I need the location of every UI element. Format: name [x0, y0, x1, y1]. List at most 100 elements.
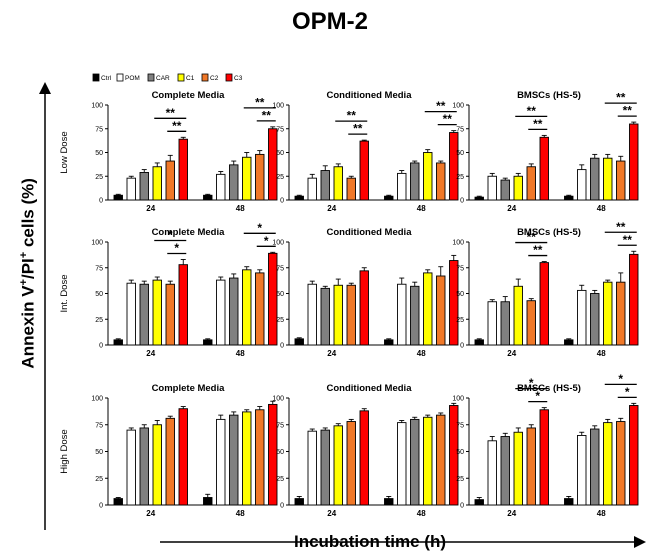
panel-2-2: Conditioned Media 0 25 50 75 100 24 48 [272, 227, 459, 358]
bar-c3-48 [629, 405, 639, 506]
row-label: High Dose [59, 429, 70, 473]
significance-label: * [257, 221, 262, 235]
bar-pom-24 [487, 301, 497, 346]
bar-pom-48 [216, 173, 226, 201]
bar-c3-24 [359, 140, 369, 201]
y-tick-label: 0 [460, 503, 464, 510]
significance-label: ** [443, 112, 453, 126]
bar-c3-48 [629, 253, 639, 346]
x-tick-label: 48 [236, 204, 245, 213]
legend-swatch-ctrl [92, 73, 100, 82]
bar-ctrl-48 [203, 194, 213, 201]
panel-title: Complete Media [152, 383, 226, 394]
y-tick-label: 100 [91, 396, 103, 403]
y-tick-label: 100 [272, 396, 284, 403]
x-tick-label: 48 [417, 204, 426, 213]
bar-car-24 [320, 170, 330, 201]
bar-car-24 [139, 427, 149, 506]
bar-pom-24 [126, 429, 136, 506]
y-tick-label: 25 [95, 317, 103, 324]
bar-c2-24 [165, 417, 175, 506]
bar-c2-48 [436, 162, 446, 201]
figure-title: OPM-2 [291, 8, 368, 35]
y-tick-label: 25 [95, 174, 103, 181]
bar-c2-48 [436, 275, 446, 346]
bar-pom-48 [577, 289, 587, 346]
bar-pom-48 [216, 418, 226, 506]
y-tick-label: 0 [99, 503, 103, 510]
bar-c3-24 [178, 408, 188, 506]
bar-ctrl-48 [203, 339, 213, 346]
bar-c1-24 [152, 279, 162, 346]
bar-car-48 [229, 277, 239, 346]
bar-car-48 [590, 157, 600, 201]
y-tick-label: 25 [456, 174, 464, 181]
panel-title: Conditioned Media [327, 383, 413, 394]
bar-car-24 [139, 283, 149, 346]
bar-c1-24 [513, 175, 523, 201]
y-tick-label: 0 [99, 198, 103, 205]
bar-car-48 [229, 414, 239, 506]
bar-pom-48 [397, 283, 407, 346]
legend-swatch-c3 [225, 73, 233, 82]
legend-label-c1: C1 [186, 75, 195, 82]
bar-pom-24 [126, 177, 136, 201]
bar-pom-24 [126, 282, 136, 346]
bar-pom-48 [577, 169, 587, 201]
row-label: Int. Dose [59, 274, 70, 312]
bar-pom-24 [307, 283, 317, 346]
significance-label: * [168, 228, 173, 242]
x-tick-label: 24 [507, 349, 516, 358]
bar-c2-24 [346, 284, 356, 346]
bar-ctrl-48 [564, 498, 574, 506]
x-tick-label: 48 [236, 509, 245, 518]
y-tick-label: 25 [276, 317, 284, 324]
y-tick-label: 75 [95, 265, 103, 272]
y-tick-label: 0 [99, 343, 103, 350]
bar-pom-48 [577, 435, 587, 506]
legend-swatch-pom [116, 73, 124, 82]
bar-pom-24 [307, 430, 317, 506]
bar-c3-48 [449, 132, 459, 201]
y-tick-label: 75 [456, 126, 464, 133]
x-tick-label: 48 [236, 349, 245, 358]
bar-c2-24 [526, 166, 536, 201]
significance-label: ** [166, 106, 176, 120]
y-tick-label: 50 [276, 449, 284, 456]
significance-label: ** [616, 91, 626, 105]
y-tick-label: 0 [280, 503, 284, 510]
panel-title: Complete Media [152, 227, 226, 238]
y-tick-label: 100 [91, 103, 103, 110]
y-tick-label: 100 [91, 240, 103, 247]
x-tick-label: 48 [417, 349, 426, 358]
bar-c1-48 [603, 281, 613, 346]
bar-car-24 [139, 171, 149, 201]
bar-c2-24 [526, 427, 536, 506]
bar-c1-24 [513, 285, 523, 346]
bar-ctrl-48 [384, 498, 394, 506]
bar-c1-24 [333, 425, 343, 506]
legend-label-pom: POM [125, 75, 140, 82]
legend-label-c3: C3 [234, 75, 243, 82]
y-tick-label: 25 [456, 317, 464, 324]
bar-c3-24 [359, 270, 369, 346]
bar-car-48 [410, 285, 420, 346]
x-tick-label: 24 [327, 349, 336, 358]
bar-ctrl-24 [474, 196, 484, 201]
y-tick-label: 75 [276, 126, 284, 133]
bar-ctrl-48 [564, 195, 574, 201]
panel-title: BMSCs (HS-5) [517, 383, 581, 394]
bar-ctrl-48 [384, 339, 394, 346]
x-tick-label: 24 [327, 204, 336, 213]
significance-label: ** [255, 95, 265, 109]
bar-c1-48 [603, 422, 613, 506]
x-tick-label: 24 [146, 204, 155, 213]
bar-car-48 [410, 162, 420, 201]
bar-c1-24 [333, 166, 343, 201]
x-tick-label: 48 [597, 509, 606, 518]
